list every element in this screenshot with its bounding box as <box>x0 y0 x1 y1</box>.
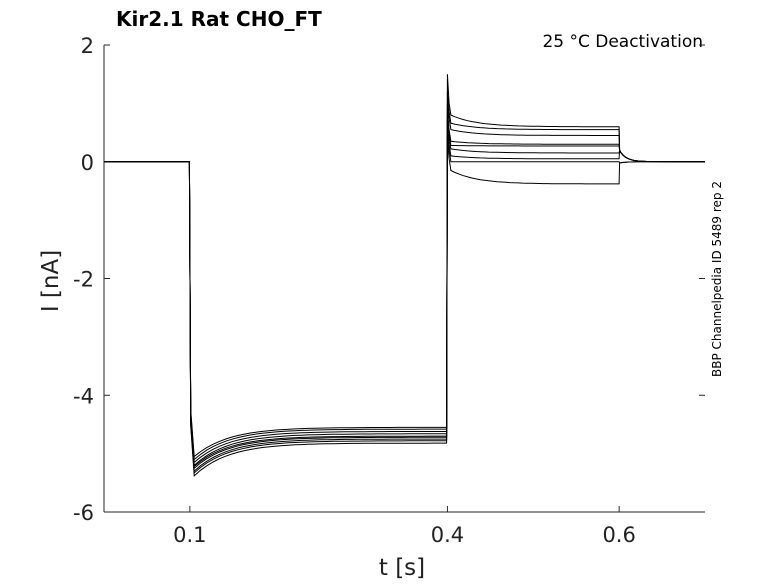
trace-line <box>104 74 706 458</box>
y-tick-label: -4 <box>73 384 94 408</box>
y-axis-label: I [nA] <box>38 250 64 312</box>
traces <box>104 74 706 477</box>
trace-line <box>104 132 705 474</box>
axes: 2 0 -2 -4 -6 0.1 0.4 0.6 <box>73 34 705 547</box>
side-label: BBP Channelpedia ID 5489 rep 2 <box>710 181 724 377</box>
chart-annotation: 25 °C Deactivation <box>542 32 703 52</box>
trace-line <box>104 91 706 461</box>
trace-line <box>104 109 706 467</box>
trace-line <box>104 138 705 477</box>
x-tick-label: 0.4 <box>431 523 464 547</box>
y-tick-label: -2 <box>73 268 94 292</box>
x-tick-label: 0.6 <box>602 523 635 547</box>
y-tick-label: 0 <box>81 151 94 175</box>
trace-line <box>104 103 706 464</box>
chart-title: Kir2.1 Rat CHO_FT <box>116 7 322 31</box>
trace-line <box>104 115 706 468</box>
x-tick-label: 0.1 <box>173 523 206 547</box>
x-axis-label: t [s] <box>379 555 425 581</box>
trace-line <box>104 120 706 470</box>
y-tick-label: -6 <box>73 501 94 525</box>
y-tick-label: 2 <box>81 34 94 58</box>
trace-line <box>104 126 706 473</box>
